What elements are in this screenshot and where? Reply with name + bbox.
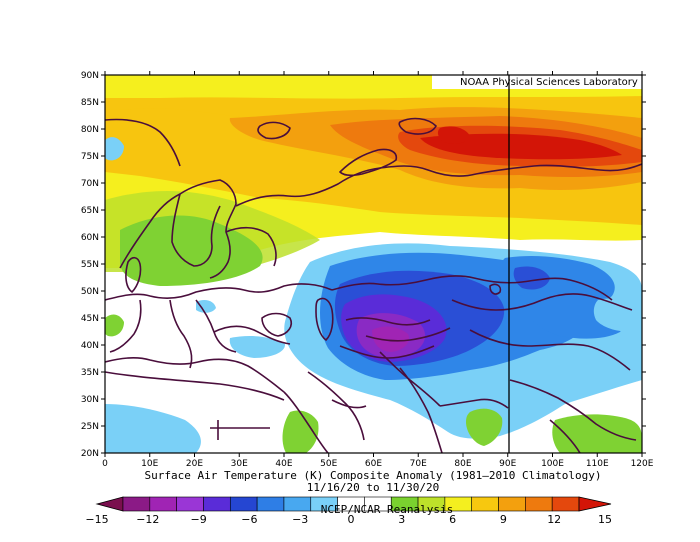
colorbar-swatch	[471, 496, 499, 512]
colorbar-tick-label: 9	[500, 513, 507, 526]
colorbar-min-arrow	[95, 496, 124, 512]
lon-label: 120E	[631, 459, 654, 469]
lon-label: 100E	[541, 459, 564, 469]
lon-label: 70E	[410, 459, 427, 469]
colorbar-tick-label: −9	[190, 513, 206, 526]
colorbar-tick-label: −15	[85, 513, 108, 526]
colorbar-swatch	[203, 496, 231, 512]
colorbar-swatch	[283, 496, 312, 512]
colorbar-tick-label: 3	[398, 513, 405, 526]
lat-label: 75N	[81, 152, 99, 162]
lon-label: 50E	[320, 459, 337, 469]
lat-label: 65N	[81, 206, 99, 216]
lat-label: 25N	[81, 422, 99, 432]
lat-label: 35N	[81, 368, 99, 378]
lat-label: 70N	[81, 179, 99, 189]
lon-label: 80E	[454, 459, 471, 469]
colorbar-tick-label: 12	[547, 513, 561, 526]
colorbar-tick-label: −6	[241, 513, 257, 526]
latitude-axis: 90N 85N 80N 75N 70N 65N 60N 55N 50N 45N 40N 35N 30N 2…	[81, 71, 646, 459]
longitude-axis: 0 10E 20E 30E 40E 50E 60E 70E 80E 90E 100E 110E 120E	[102, 71, 654, 469]
date-range: 11/16/20 to 11/30/20	[307, 481, 439, 494]
colorbar-swatch	[498, 496, 526, 512]
map-title: Surface Air Temperature (K) Composite An…	[145, 469, 602, 482]
source-label: NCEP/NCAR Reanalysis	[321, 503, 453, 516]
colorbar-tick-label: −12	[136, 513, 159, 526]
lat-label: 90N	[81, 71, 99, 81]
colorbar: −15 −12 −9 −6 −3 0 3 6 9 12 15	[85, 496, 612, 526]
lat-label: 80N	[81, 125, 99, 135]
colorbar-swatch	[149, 496, 177, 512]
colorbar-max-arrow	[578, 496, 612, 512]
colorbar-swatch	[229, 496, 258, 512]
colorbar-swatch	[176, 496, 204, 512]
lat-label: 85N	[81, 98, 99, 108]
colorbar-swatch	[525, 496, 553, 512]
lon-label: 110E	[586, 459, 609, 469]
colorbar-swatch	[551, 496, 580, 512]
colorbar-swatch	[122, 496, 151, 512]
lon-label: 20E	[186, 459, 203, 469]
lon-label: 0	[102, 459, 108, 469]
colorbar-tick-label: 0	[348, 513, 355, 526]
lon-label: 40E	[275, 459, 292, 469]
lat-label: 55N	[81, 260, 99, 270]
lat-label: 50N	[81, 287, 99, 297]
lon-label: 60E	[365, 459, 382, 469]
lon-label: 30E	[231, 459, 248, 469]
lat-label: 20N	[81, 449, 99, 459]
lat-label: 45N	[81, 314, 99, 324]
colorbar-swatch	[256, 496, 285, 512]
lat-label: 60N	[81, 233, 99, 243]
colorbar-tick-label: 6	[449, 513, 456, 526]
colorbar-tick-label: −3	[292, 513, 308, 526]
lon-label: 90E	[499, 459, 516, 469]
lat-label: 40N	[81, 341, 99, 351]
anomaly-field	[105, 75, 642, 453]
credit-label: NOAA Physical Sciences Laboratory	[460, 77, 638, 88]
lat-label: 30N	[81, 395, 99, 405]
lon-label: 10E	[141, 459, 158, 469]
colorbar-tick-label: 15	[598, 513, 612, 526]
country-boundaries	[105, 117, 642, 453]
